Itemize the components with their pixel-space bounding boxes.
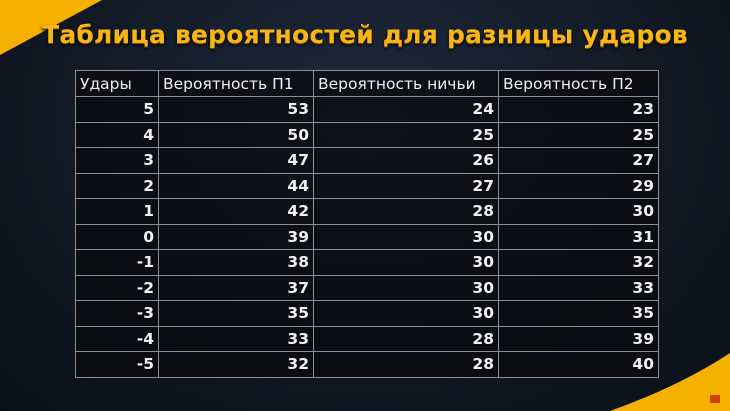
table-cell: 2 xyxy=(75,172,159,199)
table-cell: 30 xyxy=(313,274,499,301)
table-row: -1 38 30 32 xyxy=(75,249,659,276)
table-cell: 29 xyxy=(498,172,659,199)
table-cell: -2 xyxy=(75,274,159,301)
table-cell: 37 xyxy=(158,274,314,301)
table-row: 4 50 25 25 xyxy=(75,121,659,148)
table-cell: 0 xyxy=(75,223,159,250)
column-header: Вероятность ничьи xyxy=(313,70,499,97)
table-row: 2 44 27 29 xyxy=(75,172,659,199)
table-cell: 33 xyxy=(158,325,314,352)
table-cell: 28 xyxy=(313,351,499,378)
table-cell: 30 xyxy=(313,249,499,276)
table-cell: 28 xyxy=(313,198,499,225)
table-cell: 30 xyxy=(313,300,499,327)
table-cell: 47 xyxy=(158,147,314,174)
table-cell: -4 xyxy=(75,325,159,352)
table-cell: 32 xyxy=(498,249,659,276)
page-title: Таблица вероятностей для разницы ударов xyxy=(42,20,688,49)
table-cell: 50 xyxy=(158,121,314,148)
table-cell: 42 xyxy=(158,198,314,225)
table-cell: 4 xyxy=(75,121,159,148)
table-cell: 35 xyxy=(498,300,659,327)
corner-decoration xyxy=(0,0,102,55)
table-row: 3 47 26 27 xyxy=(75,147,659,174)
table-cell: 30 xyxy=(313,223,499,250)
table-cell: 1 xyxy=(75,198,159,225)
table-cell: 24 xyxy=(313,96,499,123)
channel-logo-icon xyxy=(710,395,720,403)
table-cell: -5 xyxy=(75,351,159,378)
table-row: 1 42 28 30 xyxy=(75,198,659,225)
table-cell: 5 xyxy=(75,96,159,123)
table-row: 0 39 30 31 xyxy=(75,223,659,250)
table-cell: 32 xyxy=(158,351,314,378)
table-cell: 27 xyxy=(498,147,659,174)
table-cell: 26 xyxy=(313,147,499,174)
table-cell: 31 xyxy=(498,223,659,250)
column-header: Вероятность П1 xyxy=(158,70,314,97)
table-cell: 25 xyxy=(313,121,499,148)
table-cell: 53 xyxy=(158,96,314,123)
column-header: Вероятность П2 xyxy=(498,70,659,97)
column-header: Удары xyxy=(75,70,159,97)
table-cell: 35 xyxy=(158,300,314,327)
table-row: -2 37 30 33 xyxy=(75,274,659,301)
table-cell: 3 xyxy=(75,147,159,174)
table-row: -4 33 28 39 xyxy=(75,325,659,352)
table-cell: 23 xyxy=(498,96,659,123)
table-cell: 25 xyxy=(498,121,659,148)
table-row: -5 32 28 40 xyxy=(75,351,659,378)
table-cell: -1 xyxy=(75,249,159,276)
table-cell: 44 xyxy=(158,172,314,199)
table-row: -3 35 30 35 xyxy=(75,300,659,327)
table-cell: 40 xyxy=(498,351,659,378)
table-cell: 38 xyxy=(158,249,314,276)
table-cell: 39 xyxy=(158,223,314,250)
probability-table: Удары Вероятность П1 Вероятность ничьи Веро… xyxy=(75,70,659,378)
table-row: 5 53 24 23 xyxy=(75,96,659,123)
table-cell: -3 xyxy=(75,300,159,327)
table-cell: 28 xyxy=(313,325,499,352)
table-cell: 30 xyxy=(498,198,659,225)
table-cell: 27 xyxy=(313,172,499,199)
corner-decoration-bottom xyxy=(600,351,730,411)
table-cell: 39 xyxy=(498,325,659,352)
table-cell: 33 xyxy=(498,274,659,301)
